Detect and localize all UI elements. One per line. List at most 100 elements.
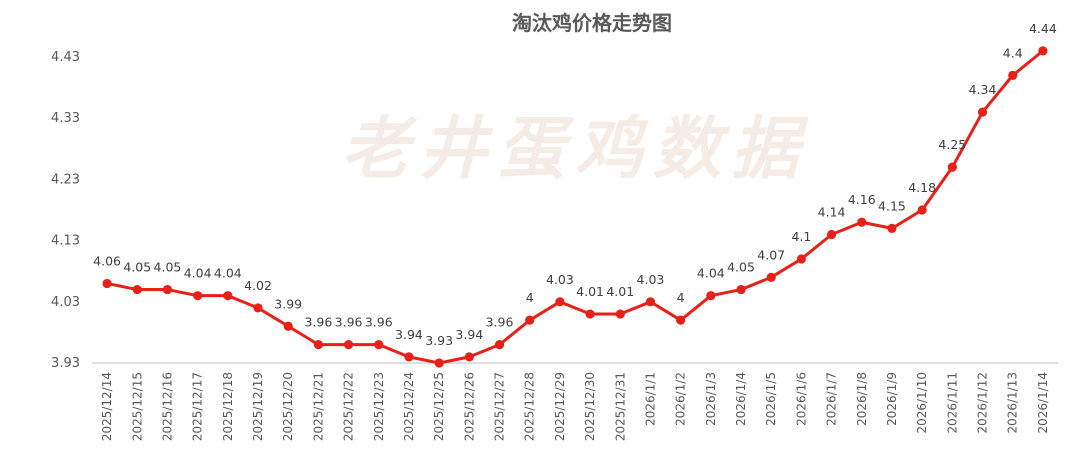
chart-title: 淘汰鸡价格走势图 xyxy=(512,11,672,35)
data-label-30: 4.4 xyxy=(1003,45,1023,60)
x-tick-label-11: 2025/12/25 xyxy=(432,372,446,441)
data-label-1: 4.05 xyxy=(123,260,151,275)
price-series xyxy=(102,46,1048,368)
data-label-16: 4.01 xyxy=(576,284,604,299)
data-point-16 xyxy=(585,309,595,319)
x-tick-label-5: 2025/12/19 xyxy=(251,372,265,441)
x-tick-label-26: 2026/1/9 xyxy=(885,372,899,426)
data-label-4: 4.04 xyxy=(214,266,242,281)
data-label-24: 4.14 xyxy=(818,204,846,219)
x-tick-label-3: 2025/12/17 xyxy=(191,372,205,441)
data-label-7: 3.96 xyxy=(304,315,332,330)
data-point-31 xyxy=(1038,46,1048,56)
x-tick-label-21: 2026/1/4 xyxy=(734,372,748,426)
data-label-26: 4.15 xyxy=(878,198,906,213)
data-point-27 xyxy=(917,205,927,215)
x-tick-label-10: 2025/12/24 xyxy=(402,372,416,441)
data-label-19: 4 xyxy=(677,290,685,305)
data-label-2: 4.05 xyxy=(154,260,182,275)
data-point-25 xyxy=(857,217,867,227)
data-point-8 xyxy=(343,340,354,350)
data-point-18 xyxy=(645,297,656,307)
x-tick-label-31: 2026/1/14 xyxy=(1036,372,1050,434)
data-point-23 xyxy=(796,254,807,264)
data-point-17 xyxy=(615,309,625,319)
x-tick-label-0: 2025/12/14 xyxy=(100,372,114,441)
data-point-9 xyxy=(374,340,384,350)
data-label-15: 4.03 xyxy=(546,272,574,287)
x-tick-label-27: 2026/1/10 xyxy=(915,372,929,434)
data-labels: 4.06 4.05 4.05 4.04 4.044.023.993.96 3.96 3.96… xyxy=(93,21,1057,348)
x-tick-label-17: 2025/12/31 xyxy=(613,372,627,441)
data-label-22: 4.07 xyxy=(757,247,785,262)
data-label-12: 3.94 xyxy=(455,327,483,342)
x-tick-label-18: 2026/1/1 xyxy=(643,372,657,426)
data-label-13: 3.96 xyxy=(486,315,514,330)
data-label-8: 3.96 xyxy=(335,315,363,330)
y-axis: 3.93 4.03 4.13 4.23 4.33 4.43 xyxy=(51,50,80,371)
series-line xyxy=(106,49,1044,365)
x-tick-label-30: 2026/1/13 xyxy=(1006,372,1020,434)
x-tick-label-8: 2025/12/22 xyxy=(342,372,356,441)
data-label-11: 3.93 xyxy=(425,333,453,348)
x-tick-label-4: 2025/12/18 xyxy=(221,372,235,441)
x-tick-label-29: 2026/1/12 xyxy=(976,372,990,434)
data-point-30 xyxy=(1008,70,1018,80)
x-tick-label-23: 2026/1/6 xyxy=(794,372,808,426)
x-tick-label-19: 2026/1/2 xyxy=(674,372,688,426)
data-point-29 xyxy=(977,107,988,117)
x-tick-label-16: 2025/12/30 xyxy=(583,372,597,441)
data-point-15 xyxy=(555,297,565,307)
data-label-0: 4.06 xyxy=(93,253,121,268)
data-label-17: 4.01 xyxy=(606,284,634,299)
x-tick-label-6: 2025/12/20 xyxy=(281,372,295,441)
data-label-5: 4.02 xyxy=(244,278,272,293)
data-point-22 xyxy=(766,272,776,282)
data-point-24 xyxy=(826,229,837,240)
y-tick-label-1: 4.03 xyxy=(51,295,80,310)
data-point-14 xyxy=(525,315,535,325)
chart-watermark: 老井蛋鸡数据 xyxy=(341,109,809,189)
x-axis: 2025/12/14 2025/12/15 2025/12/16 2025/12/17… xyxy=(92,362,1058,441)
data-point-26 xyxy=(887,223,897,233)
data-label-21: 4.05 xyxy=(727,260,755,275)
x-tick-label-2: 2025/12/16 xyxy=(160,372,174,441)
data-point-5 xyxy=(253,303,263,313)
data-label-29: 4.34 xyxy=(969,82,997,97)
data-point-3 xyxy=(193,291,203,301)
data-label-27: 4.18 xyxy=(908,180,936,195)
x-tick-label-9: 2025/12/23 xyxy=(372,372,386,441)
data-point-20 xyxy=(706,291,716,301)
data-point-12 xyxy=(464,352,474,362)
data-point-0 xyxy=(102,278,112,289)
data-label-28: 4.25 xyxy=(938,137,966,152)
data-point-4 xyxy=(223,291,233,301)
y-tick-label-3: 4.23 xyxy=(51,172,80,187)
data-point-28 xyxy=(947,162,957,172)
y-tick-label-2: 4.13 xyxy=(51,234,80,249)
x-tick-label-12: 2025/12/26 xyxy=(462,372,476,441)
data-point-1 xyxy=(132,284,142,295)
data-point-21 xyxy=(736,284,746,295)
x-tick-label-28: 2026/1/11 xyxy=(945,372,959,434)
data-label-20: 4.04 xyxy=(697,266,725,281)
data-label-25: 4.16 xyxy=(848,192,876,207)
data-label-18: 4.03 xyxy=(637,272,665,287)
data-label-31: 4.44 xyxy=(1029,21,1057,36)
data-label-10: 3.94 xyxy=(395,327,423,342)
x-tick-label-20: 2026/1/3 xyxy=(704,372,718,426)
data-label-9: 3.96 xyxy=(365,315,393,330)
y-tick-label-5: 4.43 xyxy=(51,50,80,65)
data-label-23: 4.1 xyxy=(791,229,811,244)
y-tick-label-0: 3.93 xyxy=(51,356,80,371)
x-tick-label-14: 2025/12/28 xyxy=(523,372,537,441)
data-label-6: 3.99 xyxy=(274,296,302,311)
x-tick-label-15: 2025/12/29 xyxy=(553,372,567,441)
data-label-3: 4.04 xyxy=(184,266,212,281)
data-point-7 xyxy=(313,340,324,350)
data-label-14: 4 xyxy=(526,290,534,305)
x-tick-label-25: 2026/1/8 xyxy=(855,372,869,426)
x-tick-label-13: 2025/12/27 xyxy=(493,372,507,441)
y-tick-label-4: 4.33 xyxy=(51,111,80,126)
